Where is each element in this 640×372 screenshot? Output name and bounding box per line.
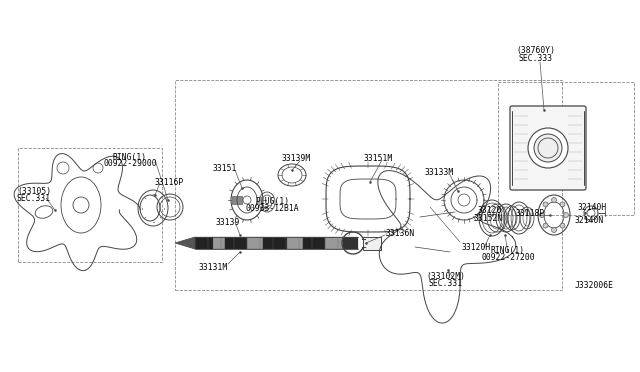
Text: 00922-29000: 00922-29000 (103, 158, 157, 167)
Circle shape (563, 212, 568, 218)
Text: 32140N: 32140N (574, 215, 604, 224)
Text: (33102M): (33102M) (426, 273, 465, 282)
Bar (325, 237, 343, 249)
Bar (18, 148, 162, 262)
Circle shape (552, 228, 557, 232)
Text: (33105): (33105) (17, 186, 51, 196)
Text: 33120: 33120 (478, 205, 502, 215)
Text: 33131M: 33131M (198, 263, 228, 272)
Circle shape (543, 202, 548, 207)
Bar (498, 82, 634, 215)
Text: 32140H: 32140H (577, 202, 607, 212)
Bar (363, 237, 381, 250)
Text: 33151M: 33151M (364, 154, 392, 163)
Bar (213, 237, 225, 249)
Circle shape (543, 223, 548, 228)
Bar (225, 237, 247, 249)
Text: SEC.333: SEC.333 (519, 54, 553, 62)
FancyBboxPatch shape (510, 106, 586, 190)
Circle shape (560, 202, 565, 207)
Text: SEC.331: SEC.331 (17, 193, 51, 202)
Text: 33152N: 33152N (474, 214, 502, 222)
Circle shape (560, 223, 565, 228)
Bar (247, 237, 263, 249)
Bar (175, 80, 562, 290)
Bar (232, 196, 242, 204)
Text: 00933-12B1A: 00933-12B1A (245, 203, 299, 212)
Text: 33133M: 33133M (424, 167, 454, 176)
Bar (195, 237, 213, 249)
Text: 33139: 33139 (216, 218, 240, 227)
Text: 00922-27200: 00922-27200 (481, 253, 535, 262)
Text: RING(1): RING(1) (113, 153, 147, 161)
Circle shape (528, 128, 568, 168)
Bar (303, 237, 325, 249)
Text: 33120H: 33120H (461, 244, 491, 253)
Bar (263, 237, 287, 249)
Text: RING(1): RING(1) (491, 246, 525, 254)
Circle shape (552, 198, 557, 202)
Text: SEC.331: SEC.331 (429, 279, 463, 289)
Text: J332006E: J332006E (575, 280, 614, 289)
Circle shape (534, 134, 562, 162)
Circle shape (540, 212, 545, 218)
Text: 33116P: 33116P (155, 177, 184, 186)
Text: (38760Y): (38760Y) (516, 45, 556, 55)
Text: 33118P: 33118P (515, 208, 545, 218)
Text: 33151: 33151 (213, 164, 237, 173)
Bar (287, 237, 303, 249)
Text: 33139M: 33139M (282, 154, 310, 163)
Text: 33136N: 33136N (386, 228, 415, 237)
Text: PLUG(1): PLUG(1) (255, 196, 289, 205)
Bar (343, 237, 358, 249)
Polygon shape (175, 237, 195, 249)
